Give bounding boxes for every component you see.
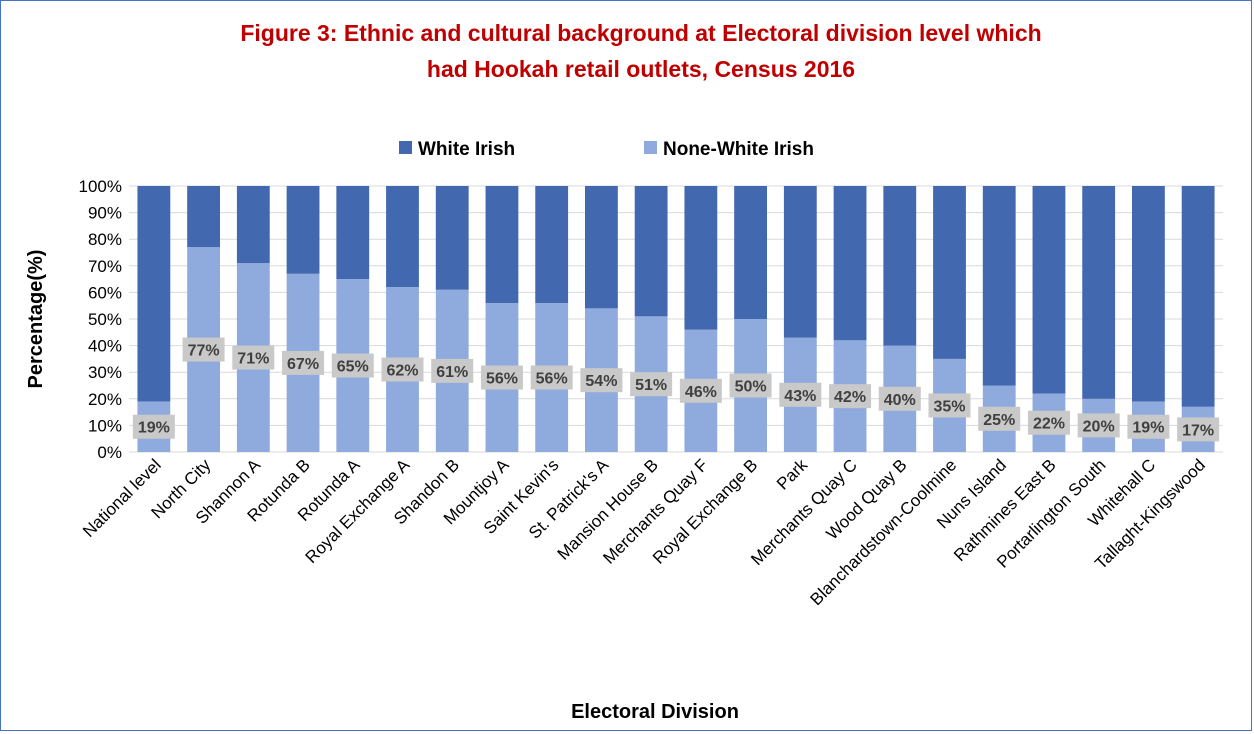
y-tick-label: 90% xyxy=(88,204,122,223)
data-label: 35% xyxy=(933,398,965,415)
legend-label: None-White Irish xyxy=(663,139,814,160)
y-tick-label: 30% xyxy=(88,363,122,382)
data-label: 17% xyxy=(1182,422,1214,439)
bar-white-irish xyxy=(286,186,320,274)
y-tick-label: 80% xyxy=(88,230,122,249)
data-label: 67% xyxy=(287,356,319,373)
x-category-label: Park xyxy=(773,455,812,494)
data-label: 54% xyxy=(585,373,617,390)
legend-label: White Irish xyxy=(418,139,515,160)
bar-white-irish xyxy=(883,186,917,346)
bar-white-irish xyxy=(485,186,519,304)
data-label-box xyxy=(431,358,474,383)
data-label: 20% xyxy=(1083,418,1115,435)
data-label: 50% xyxy=(735,379,767,396)
bar-white-irish xyxy=(386,186,419,288)
bar-white-irish xyxy=(734,186,768,319)
data-label: 46% xyxy=(685,384,717,401)
data-label: 19% xyxy=(1132,420,1164,437)
bar-white-irish xyxy=(535,186,569,304)
data-label-box xyxy=(331,353,374,378)
data-label: 42% xyxy=(834,389,866,406)
data-label: 51% xyxy=(635,377,667,394)
bar-white-irish xyxy=(1032,186,1066,394)
y-tick-label: 40% xyxy=(88,337,122,356)
legend: White Irish None-White Irish xyxy=(399,139,814,160)
data-label-box xyxy=(132,414,175,439)
y-tick-label: 20% xyxy=(88,390,122,409)
data-label-box xyxy=(1027,410,1070,435)
data-label: 62% xyxy=(386,363,418,380)
bar-white-irish xyxy=(634,186,668,317)
bar-white-irish xyxy=(187,186,221,248)
data-label-box xyxy=(978,406,1021,431)
y-tick-label: 10% xyxy=(88,416,122,435)
data-label: 71% xyxy=(237,351,269,368)
bar-white-irish xyxy=(137,186,171,402)
bar-white-irish xyxy=(584,186,618,309)
legend-swatch xyxy=(644,141,657,154)
y-tick-label: 0% xyxy=(97,443,122,462)
data-label: 40% xyxy=(884,392,916,409)
data-label-box xyxy=(878,386,921,411)
chart-title-line-2: had Hookah retail outlets, Census 2016 xyxy=(427,56,855,82)
bar-white-irish xyxy=(1082,186,1116,399)
data-label: 77% xyxy=(188,343,220,360)
data-label-box xyxy=(182,337,225,362)
data-label: 22% xyxy=(1033,416,1065,433)
data-label: 65% xyxy=(337,359,369,376)
data-label-box xyxy=(729,373,772,398)
y-tick-label: 50% xyxy=(88,310,122,329)
bar-white-irish xyxy=(684,186,718,330)
bar-white-irish xyxy=(982,186,1016,386)
y-axis-ticks: 0% 10% 20% 30% 40% 50% 60% 70% 80% 90% 100% xyxy=(79,177,122,462)
bar-white-irish xyxy=(833,186,867,341)
data-label: 19% xyxy=(138,420,170,437)
data-label: 56% xyxy=(536,371,568,388)
data-label-box xyxy=(928,393,971,418)
bar-white-irish xyxy=(783,186,817,338)
bar-white-irish xyxy=(435,186,469,290)
bar-white-irish xyxy=(933,186,966,359)
y-axis-title: Percentage(%) xyxy=(25,250,47,389)
data-label-box xyxy=(1177,417,1220,442)
data-labels: 19% 77% 71% 67% 65% 62% 61% 56% 56% 54% 51% 46% 50% 4… xyxy=(132,337,1220,442)
data-label-box xyxy=(779,382,822,407)
data-label-box xyxy=(1127,414,1170,439)
y-tick-label: 60% xyxy=(88,283,122,302)
data-label-box xyxy=(580,368,623,393)
data-label-box xyxy=(630,372,673,397)
data-label-box xyxy=(679,378,722,403)
bars xyxy=(137,186,1215,452)
data-label-box xyxy=(530,365,573,390)
data-label: 56% xyxy=(486,371,518,388)
x-axis-title: Electoral Division xyxy=(571,701,739,723)
bar-white-irish xyxy=(1131,186,1165,402)
bar-white-irish xyxy=(236,186,270,264)
data-label-box xyxy=(282,350,325,375)
y-tick-label: 100% xyxy=(79,177,122,196)
data-label-box xyxy=(1077,413,1120,438)
data-label-box xyxy=(480,365,523,390)
data-label: 43% xyxy=(784,388,816,405)
legend-swatch xyxy=(399,141,412,154)
y-tick-label: 70% xyxy=(88,257,122,276)
bar-white-irish xyxy=(336,186,370,280)
data-label: 25% xyxy=(983,412,1015,429)
chart-title-line-1: Figure 3: Ethnic and cultural background… xyxy=(240,20,1041,46)
data-label-box xyxy=(381,357,424,382)
data-label: 61% xyxy=(436,364,468,381)
bar-white-irish xyxy=(1181,186,1215,407)
data-label-box xyxy=(829,384,872,409)
data-label-box xyxy=(232,345,275,370)
x-category-label: National level xyxy=(79,455,165,541)
